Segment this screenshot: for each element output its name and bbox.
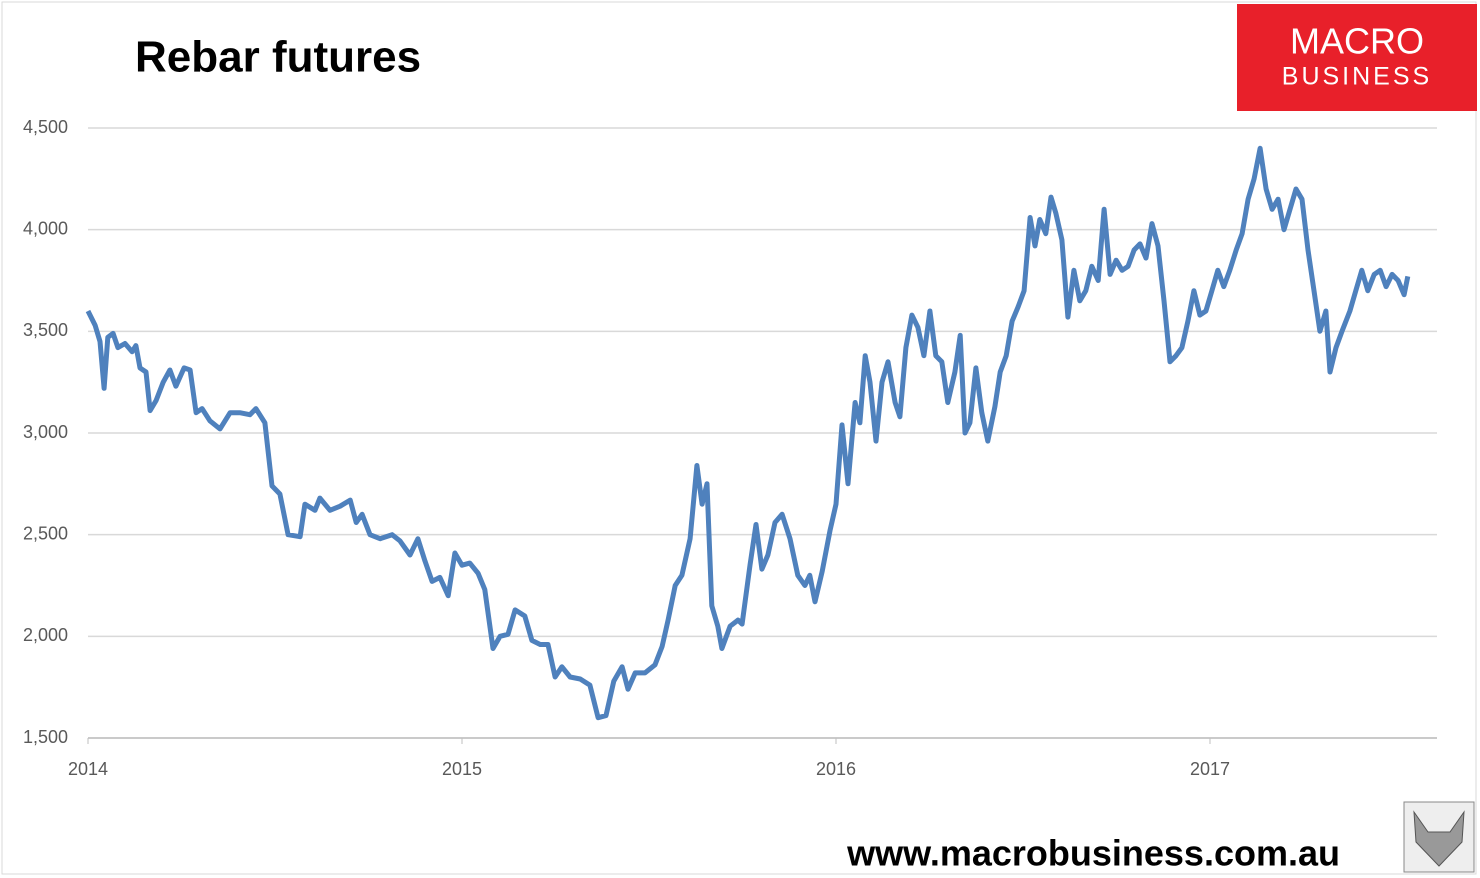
y-tick-label: 3,000: [23, 422, 68, 442]
x-tick-label: 2014: [68, 759, 108, 779]
brand-line1: MACRO: [1290, 21, 1424, 62]
chart-title: Rebar futures: [135, 33, 421, 82]
brand-line2: BUSINESS: [1282, 63, 1432, 91]
x-tick-label: 2015: [442, 759, 482, 779]
y-tick-label: 4,500: [23, 117, 68, 137]
y-tick-label: 4,000: [23, 218, 68, 238]
data-line: [85, 145, 1411, 721]
footer-url: www.macrobusiness.com.au: [846, 833, 1340, 874]
y-tick-label: 2,500: [23, 523, 68, 543]
y-tick-label: 2,000: [23, 625, 68, 645]
x-tick-label: 2017: [1190, 759, 1230, 779]
wolf-icon: [1403, 801, 1475, 873]
y-tick-label: 3,500: [23, 320, 68, 340]
x-tick-label: 2016: [816, 759, 856, 779]
y-tick-label: 1,500: [23, 727, 68, 747]
brand-box: [1237, 4, 1477, 111]
